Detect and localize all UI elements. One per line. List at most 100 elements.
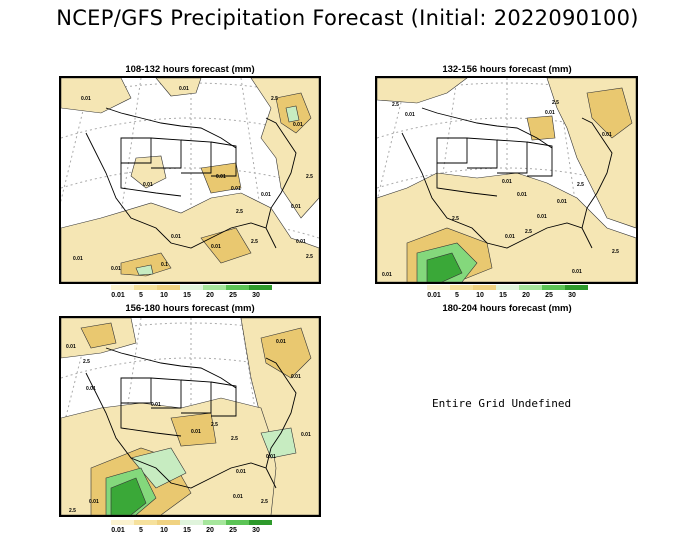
legend-label: 25 (545, 292, 553, 299)
legend-swatch (111, 285, 134, 290)
panel-3-legend: 0.01 5 10 15 20 25 30 (111, 520, 272, 537)
legend-swatch (249, 520, 272, 525)
panel-2-map-svg: 2.5 0.01 2.5 0.01 0.01 0.01 2.5 2.5 0.01… (377, 78, 636, 282)
contour-label: 0.01 (301, 432, 311, 438)
contour-label: 0.01 (276, 339, 286, 345)
legend-label: 30 (568, 292, 576, 299)
contour-label: 0.01 (291, 374, 301, 380)
legend-swatch (496, 285, 519, 290)
legend-labels: 0.01 5 10 15 20 25 30 (427, 292, 588, 302)
contour-label: 2.5 (525, 229, 532, 235)
legend-swatch (427, 285, 450, 290)
contour-label: 0.01 (236, 469, 246, 475)
panel-1-map: 0.01 0.01 2.5 0.01 2.5 0.01 0.01 0.01 0.… (59, 76, 321, 284)
contour-label: 0.01 (179, 86, 189, 92)
contour-label: 0.01 (111, 266, 121, 272)
panel-3-map: 0.01 2.5 0.01 0.01 0.01 0.01 2.5 0.01 2.… (59, 316, 321, 517)
legend-swatch (180, 285, 203, 290)
contour-label: 2.5 (231, 436, 238, 442)
contour-label: 0.01 (89, 499, 99, 505)
legend-label: 10 (476, 292, 484, 299)
coastline (85, 347, 297, 489)
contour-label: 2.5 (261, 499, 268, 505)
contour-label: 0.1 (161, 262, 168, 268)
legend-swatch (134, 520, 157, 525)
panel-1-legend: 0.01 5 10 15 20 25 30 (111, 285, 272, 302)
legend-label: 25 (229, 292, 237, 299)
legend-label: 20 (206, 527, 214, 534)
page-title: NCEP/GFS Precipitation Forecast (Initial… (56, 6, 639, 30)
coastline (401, 107, 613, 249)
legend-swatch (157, 520, 180, 525)
contour-label: 0.01 (143, 182, 153, 188)
contour-label: 0.01 (81, 96, 91, 102)
contour-label: 0.01 (66, 344, 76, 350)
contour-label: 2.5 (251, 239, 258, 245)
panel-2-title: 132-156 hours forecast (mm) (442, 64, 572, 75)
contour-label: 2.5 (211, 422, 218, 428)
panel-3-title: 156-180 hours forecast (mm) (125, 303, 255, 314)
legend-swatches (111, 285, 272, 290)
legend-label: 25 (229, 527, 237, 534)
contour-label: 0.01 (211, 244, 221, 250)
panel-3-map-svg: 0.01 2.5 0.01 0.01 0.01 0.01 2.5 0.01 2.… (61, 318, 319, 515)
legend-swatch (542, 285, 565, 290)
contour-label: 2.5 (236, 209, 243, 215)
legend-swatch (203, 285, 226, 290)
legend-label: 15 (183, 292, 191, 299)
contour-label: 0.01 (502, 179, 512, 185)
legend-swatch (203, 520, 226, 525)
precip-fill (377, 78, 636, 282)
legend-swatch (249, 285, 272, 290)
contour-label: 0.01 (151, 402, 161, 408)
legend-labels: 0.01 5 10 15 20 25 30 (111, 292, 272, 302)
contour-label: 0.01 (537, 214, 547, 220)
legend-label: 5 (139, 527, 143, 534)
panel-2-legend: 0.01 5 10 15 20 25 30 (427, 285, 588, 302)
legend-label: 10 (160, 292, 168, 299)
contour-label: 0.01 (233, 494, 243, 500)
contour-label: 0.01 (291, 204, 301, 210)
legend-label: 30 (252, 527, 260, 534)
legend-swatch (473, 285, 496, 290)
contour-label: 0.01 (171, 234, 181, 240)
contour-label: 2.5 (552, 100, 559, 106)
contour-label: 0.01 (73, 256, 83, 262)
contour-label: 2.5 (83, 359, 90, 365)
contour-label: 0.01 (293, 122, 303, 128)
contour-label: 0.01 (557, 199, 567, 205)
panel-1-title: 108-132 hours forecast (mm) (125, 64, 255, 75)
legend-label: 15 (499, 292, 507, 299)
panel-2-map: 2.5 0.01 2.5 0.01 0.01 0.01 2.5 2.5 0.01… (375, 76, 638, 284)
legend-swatch (180, 520, 203, 525)
precip-fill (61, 318, 319, 515)
contour-label: 2.5 (392, 102, 399, 108)
legend-swatch (519, 285, 542, 290)
legend-swatches (111, 520, 272, 525)
legend-label: 5 (139, 292, 143, 299)
legend-swatch (134, 285, 157, 290)
contour-label: 0.01 (296, 239, 306, 245)
legend-label: 5 (455, 292, 459, 299)
panel-1-map-svg: 0.01 0.01 2.5 0.01 2.5 0.01 0.01 0.01 0.… (61, 78, 319, 282)
legend-swatch (157, 285, 180, 290)
contour-label: 0.01 (86, 386, 96, 392)
legend-label: 20 (206, 292, 214, 299)
coastline (85, 107, 297, 249)
contour-labels: 2.5 0.01 2.5 0.01 0.01 0.01 2.5 2.5 0.01… (382, 100, 619, 278)
legend-label: 15 (183, 527, 191, 534)
legend-label: 20 (522, 292, 530, 299)
legend-swatches (427, 285, 588, 290)
contour-label: 0.01 (216, 174, 226, 180)
legend-label: 30 (252, 292, 260, 299)
legend-swatch (565, 285, 588, 290)
legend-labels: 0.01 5 10 15 20 25 30 (111, 527, 272, 537)
contour-label: 0.01 (231, 186, 241, 192)
contour-labels: 0.01 2.5 0.01 0.01 0.01 0.01 2.5 0.01 2.… (66, 339, 311, 514)
contour-label: 2.5 (306, 174, 313, 180)
contour-label: 2.5 (69, 508, 76, 514)
contour-labels: 0.01 0.01 2.5 0.01 2.5 0.01 0.01 0.01 0.… (73, 86, 313, 272)
contour-label: 2.5 (577, 182, 584, 188)
precip-fill (61, 78, 319, 282)
contour-label: 2.5 (612, 249, 619, 255)
